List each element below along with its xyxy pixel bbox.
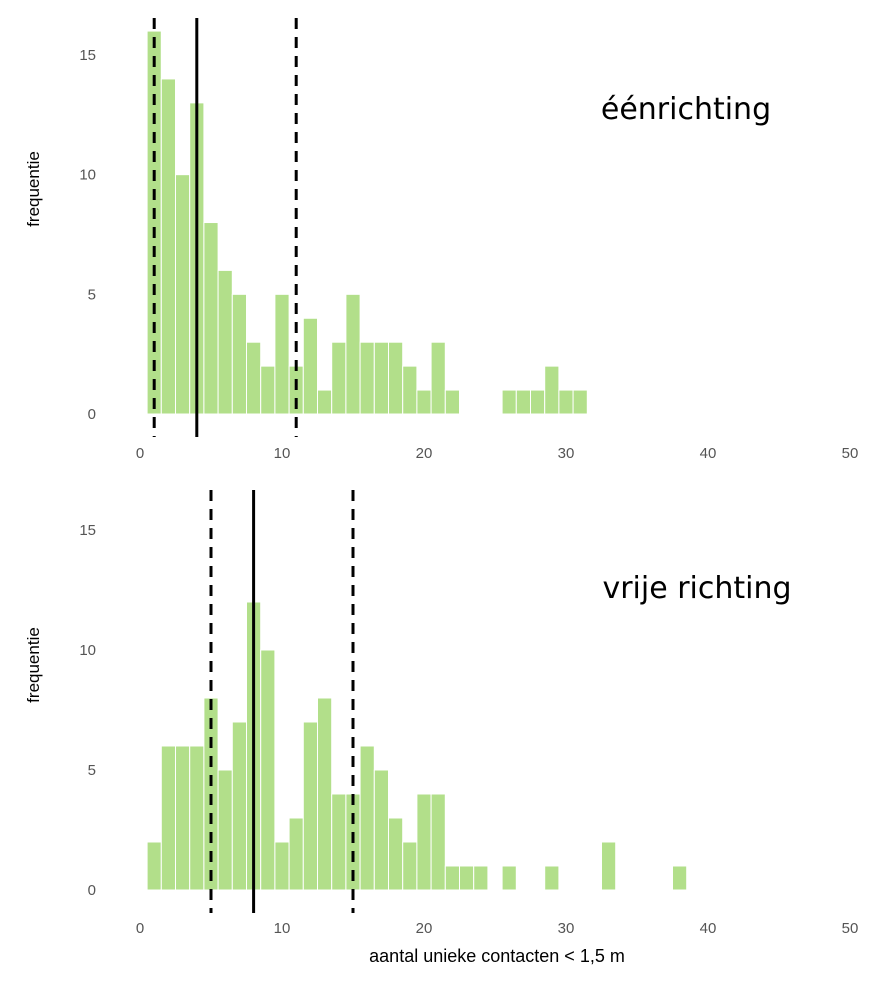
histogram-bar: [260, 649, 276, 891]
x-tick-label: 50: [842, 920, 859, 937]
histogram-bar: [231, 293, 248, 415]
x-ticks-eenrichting: 0 10 20 30 40 50: [136, 445, 859, 462]
x-tick-label: 0: [136, 920, 144, 937]
x-ticks-vrije-richting: 0 10 20 30 40 50: [136, 920, 859, 937]
y-tick-label: 0: [88, 406, 96, 423]
histogram-bar: [189, 745, 205, 891]
histogram-bar: [317, 697, 333, 891]
histogram-bar: [331, 341, 347, 415]
histogram-bar: [388, 341, 404, 415]
y-tick-label: 10: [79, 167, 96, 184]
histogram-bar: [146, 30, 162, 415]
histogram-bar: [430, 793, 446, 891]
x-tick-label: 10: [274, 445, 291, 462]
x-tick-label: 0: [136, 445, 144, 462]
y-tick-label: 15: [79, 522, 96, 539]
histogram-bar: [175, 745, 191, 891]
histogram-bar: [274, 293, 290, 415]
histogram-bar: [572, 389, 588, 415]
y-tick-label: 10: [79, 642, 96, 659]
histogram-bar: [501, 389, 517, 415]
histogram-bar: [402, 365, 418, 415]
x-tick-label: 40: [700, 445, 717, 462]
y-ticks-eenrichting: 0 5 10 15: [79, 47, 96, 423]
x-tick-label: 20: [416, 445, 433, 462]
histogram-bar: [231, 721, 248, 891]
histogram-bar: [302, 721, 318, 891]
histogram-bar: [373, 769, 389, 891]
histogram-bar: [402, 841, 418, 891]
x-tick-label: 50: [842, 445, 859, 462]
histogram-bar: [444, 865, 460, 891]
x-tick-label: 10: [274, 920, 291, 937]
histogram-bar: [345, 293, 361, 415]
histogram-bar: [501, 865, 517, 891]
histogram-bar: [359, 745, 375, 891]
panel-vrije-richting: 0 5 10 15 0 10 20 30 40 50 frequentie vrije rich…: [24, 490, 858, 937]
y-tick-label: 15: [79, 47, 96, 64]
y-tick-label: 5: [88, 762, 96, 779]
histogram-bar: [473, 865, 489, 891]
histogram-bar: [260, 365, 276, 415]
histogram-bar: [274, 841, 290, 891]
histogram-bar: [444, 389, 460, 415]
x-tick-label: 30: [558, 445, 575, 462]
histogram-bar: [217, 269, 233, 415]
histogram-bar: [331, 793, 347, 891]
panel-title: éénrichting: [601, 92, 771, 127]
reference-lines-eenrichting: [152, 18, 298, 437]
y-axis-label: frequentie: [24, 627, 43, 703]
histogram-bar: [416, 389, 432, 415]
histogram-bar: [203, 222, 219, 415]
histogram-bar: [430, 341, 446, 415]
x-tick-label: 30: [558, 920, 575, 937]
histogram-bar: [388, 817, 404, 891]
histogram-bar: [459, 865, 475, 891]
y-tick-label: 5: [88, 286, 96, 303]
y-tick-label: 0: [88, 882, 96, 899]
bars-eenrichting: [146, 30, 588, 415]
reference-lines-vrije-richting: [209, 490, 355, 913]
histogram-bar: [530, 389, 546, 415]
panel-eenrichting: 0 5 10 15 0 10 20 30 40 50 frequentie éénrichtin…: [24, 18, 858, 462]
histogram-bar: [558, 389, 574, 415]
histogram-bar: [302, 317, 318, 415]
histogram-bar: [359, 341, 375, 415]
histogram-bar: [217, 769, 233, 891]
histogram-bar: [601, 841, 617, 891]
x-axis-label: aantal unieke contacten < 1,5 m: [369, 946, 625, 966]
bars-vrije-richting: [146, 601, 688, 891]
y-axis-label: frequentie: [24, 151, 43, 227]
histogram-bar: [160, 78, 177, 415]
histogram-bar: [672, 865, 688, 891]
histogram-bar: [544, 365, 560, 415]
x-tick-label: 40: [700, 920, 717, 937]
histogram-bar: [288, 817, 304, 891]
histogram-bar: [416, 793, 432, 891]
histogram-bar: [175, 174, 191, 415]
histogram-bar: [544, 865, 560, 891]
x-tick-label: 20: [416, 920, 433, 937]
histogram-bar: [160, 745, 177, 891]
histogram-bar: [246, 341, 262, 415]
histogram-bar: [515, 389, 531, 415]
histogram-bar: [373, 341, 389, 415]
panel-title: vrije richting: [602, 571, 791, 606]
histogram-bar: [146, 841, 162, 891]
y-ticks-vrije-richting: 0 5 10 15: [79, 522, 96, 899]
histogram-bar: [317, 389, 333, 415]
